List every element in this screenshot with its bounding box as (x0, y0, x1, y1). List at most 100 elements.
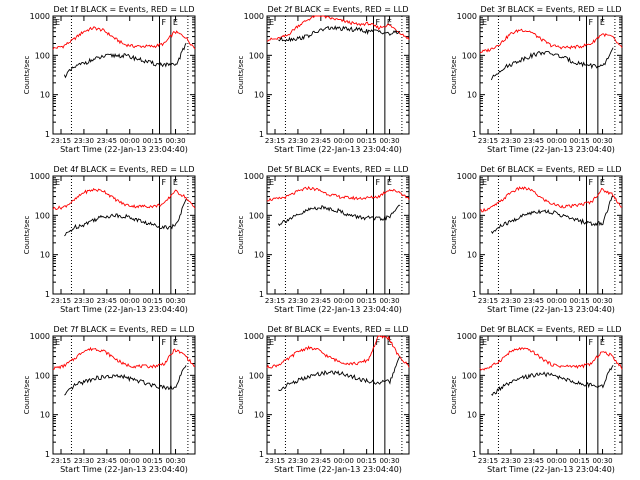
ytick-label: 1 (45, 130, 50, 139)
xtick-label: 00:30 (165, 297, 185, 305)
y-axis-label: Counts/sec (23, 56, 31, 95)
series-lld-red (266, 185, 410, 202)
panel-det-3: Det 3f BLACK = Events, RED = LLD 1 10 100 10… (450, 5, 623, 154)
marker-label-start: E (482, 178, 487, 187)
y-axis-label: Counts/sec (450, 56, 458, 95)
x-axis-label: Start Time (22-Jan-13 23:04:40) (60, 145, 188, 154)
x-axis-label: Start Time (22-Jan-13 23:04:40) (487, 465, 615, 474)
panel-title: Det 2f BLACK = Events, RED = LLD (267, 5, 408, 14)
plot-frame (479, 335, 623, 455)
ytick-label: 1000 (457, 12, 477, 21)
series-lld-red (479, 186, 623, 213)
xtick-label: 00:15 (143, 457, 163, 465)
series-events-black (64, 365, 187, 396)
xtick-label: 23:30 (501, 137, 521, 145)
xtick-label: 23:30 (501, 457, 521, 465)
series-events-black (63, 42, 187, 79)
xtick-label: 00:30 (379, 137, 399, 145)
xtick-label: 23:15 (265, 297, 285, 305)
ytick-label: 1000 (30, 332, 50, 341)
xtick-label: 00:30 (165, 457, 185, 465)
panel-det-2: Det 2f BLACK = Events, RED = LLD 1 10 100 10… (237, 5, 410, 154)
ytick-label: 1000 (244, 172, 264, 181)
ytick-label: 10 (467, 251, 477, 260)
marker-label-E: E (173, 18, 178, 27)
panel-title: Det 1f BLACK = Events, RED = LLD (53, 5, 194, 14)
marker-label-E: E (600, 338, 605, 347)
xtick-label: 00:30 (592, 457, 612, 465)
marker-label-E: E (387, 338, 392, 347)
series-events-black (278, 356, 401, 391)
xtick-label: 23:30 (501, 297, 521, 305)
y-axis-label: Counts/sec (23, 216, 31, 255)
xtick-label: 23:30 (74, 137, 94, 145)
marker-label-F: F (162, 178, 167, 187)
x-axis-label: Start Time (22-Jan-13 23:04:40) (487, 145, 615, 154)
y-axis-label: Counts/sec (23, 376, 31, 415)
panel-det-8: Det 8f BLACK = Events, RED = LLD 1 10 100 10… (237, 325, 410, 474)
series-events-black (490, 47, 614, 81)
xtick-label: 23:45 (311, 297, 331, 305)
marker-label-E: E (387, 178, 392, 187)
xtick-label: 23:45 (97, 297, 117, 305)
y-axis-label: Counts/sec (237, 376, 245, 415)
ytick-label: 10 (254, 251, 264, 260)
ytick-label: 100 (249, 51, 264, 60)
plot-frame (266, 15, 410, 135)
xtick-label: 00:00 (120, 457, 140, 465)
ytick-label: 100 (35, 211, 50, 220)
panel-title: Det 6f BLACK = Events, RED = LLD (480, 165, 621, 174)
plot-frame (479, 15, 623, 135)
ytick-label: 10 (254, 91, 264, 100)
x-axis-label: Start Time (22-Jan-13 23:04:40) (274, 305, 402, 314)
xtick-label: 00:30 (592, 137, 612, 145)
ytick-label: 100 (35, 371, 50, 380)
ytick-label: 10 (467, 91, 477, 100)
xtick-label: 23:15 (51, 457, 71, 465)
ytick-label: 1000 (30, 12, 50, 21)
panel-title: Det 7f BLACK = Events, RED = LLD (53, 325, 194, 334)
ytick-label: 1 (472, 290, 477, 299)
xtick-label: 23:30 (288, 297, 308, 305)
marker-label-start: E (269, 18, 274, 27)
xtick-label: 00:15 (357, 297, 377, 305)
marker-label-F: F (162, 338, 167, 347)
ytick-label: 1 (259, 290, 264, 299)
ytick-label: 1000 (30, 172, 50, 181)
marker-label-start: E (55, 178, 60, 187)
ytick-label: 1000 (457, 332, 477, 341)
ytick-label: 1 (259, 450, 264, 459)
marker-label-E: E (387, 18, 392, 27)
ytick-label: 1000 (244, 12, 264, 21)
marker-label-F: F (589, 178, 594, 187)
series-lld-red (52, 346, 196, 371)
panel-det-7: Det 7f BLACK = Events, RED = LLD 1 10 100 10… (23, 325, 196, 474)
xtick-label: 23:15 (265, 457, 285, 465)
xtick-label: 23:45 (311, 137, 331, 145)
marker-label-F: F (589, 18, 594, 27)
panel-title: Det 9f BLACK = Events, RED = LLD (480, 325, 621, 334)
x-axis-label: Start Time (22-Jan-13 23:04:40) (274, 465, 402, 474)
xtick-label: 00:00 (334, 457, 354, 465)
xtick-label: 00:15 (143, 297, 163, 305)
y-axis-label: Counts/sec (450, 216, 458, 255)
xtick-label: 00:30 (165, 137, 185, 145)
xtick-label: 23:15 (51, 297, 71, 305)
xtick-label: 00:00 (334, 297, 354, 305)
marker-label-F: F (162, 18, 167, 27)
xtick-label: 23:30 (74, 297, 94, 305)
ytick-label: 1000 (244, 332, 264, 341)
panel-det-1: Det 1f BLACK = Events, RED = LLD 1 10 100 10… (23, 5, 196, 154)
series-events-black (491, 365, 614, 396)
xtick-label: 00:15 (143, 137, 163, 145)
panel-det-6: Det 6f BLACK = Events, RED = LLD 1 10 100 10… (450, 165, 623, 314)
series-events-black (64, 199, 187, 237)
xtick-label: 00:30 (379, 457, 399, 465)
xtick-label: 23:30 (74, 457, 94, 465)
panel-title: Det 4f BLACK = Events, RED = LLD (53, 165, 194, 174)
marker-label-F: F (589, 338, 594, 347)
marker-label-E: E (600, 178, 605, 187)
xtick-label: 00:00 (120, 297, 140, 305)
xtick-label: 23:45 (524, 457, 544, 465)
